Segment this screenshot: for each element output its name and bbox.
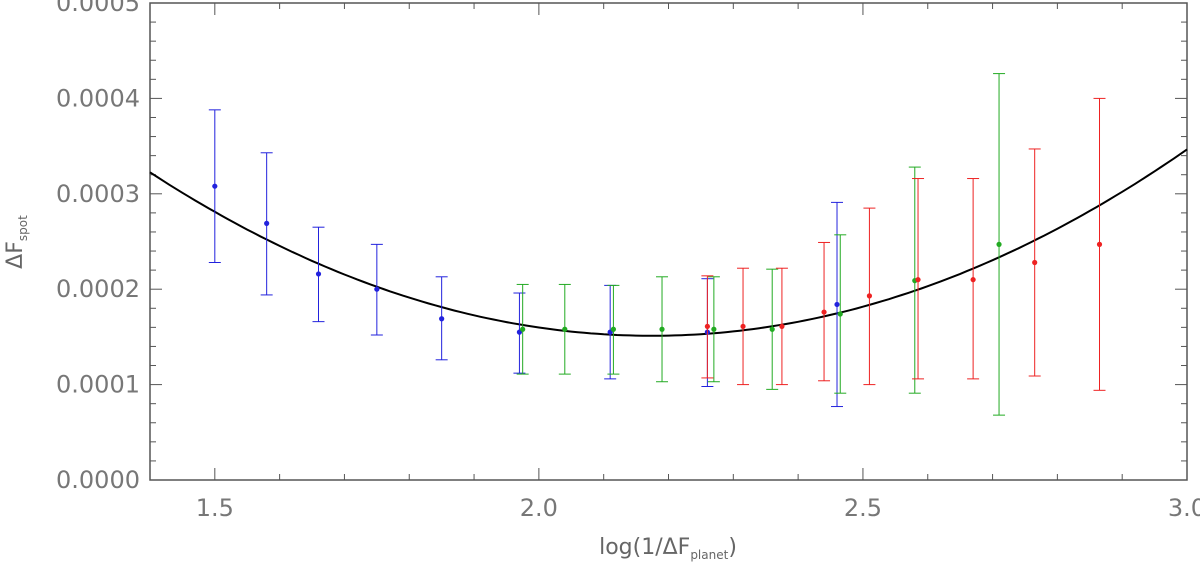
data-point — [711, 326, 717, 332]
data-point — [704, 323, 710, 330]
data-point — [769, 326, 775, 332]
data-point — [866, 293, 873, 299]
data-point — [1096, 241, 1103, 247]
y-axis-label-sub: spot — [16, 215, 30, 241]
y-axis-label: ΔFspot — [3, 215, 30, 269]
x-axis-label-suffix: ) — [728, 535, 737, 560]
fit-curve — [149, 148, 1188, 337]
y-tick-label: 0.0000 — [56, 466, 140, 494]
tick-labels: 0.0000 0.0001 0.0002 0.0003 0.0004 0.0005 1.5 2… — [56, 0, 1200, 522]
x-tick-label: 1.5 — [196, 494, 234, 522]
data-point — [837, 311, 843, 317]
data-point — [659, 326, 665, 332]
y-tick-label: 0.0001 — [56, 371, 140, 399]
data-point — [439, 316, 445, 322]
data-point — [520, 326, 526, 332]
y-tick-label: 0.0004 — [56, 84, 140, 112]
data-point — [1032, 259, 1038, 266]
x-axis-label-prefix: log(1/ΔF — [599, 535, 690, 560]
x-tick-label: 3.0 — [1168, 494, 1200, 522]
data-point — [374, 286, 380, 292]
data-point — [996, 241, 1002, 247]
data-point — [562, 326, 568, 332]
data-point — [610, 326, 617, 332]
data-point — [834, 301, 840, 308]
axis-ticks — [149, 2, 1188, 481]
data-point — [970, 277, 976, 283]
y-axis-label-main: ΔF — [3, 241, 28, 269]
y-tick-label: 0.0003 — [56, 180, 140, 208]
fit-curve-layer — [149, 148, 1188, 337]
data-point — [740, 323, 746, 330]
data-points-layer — [208, 73, 1106, 416]
y-tick-label: 0.0005 — [56, 0, 140, 17]
data-point — [264, 220, 270, 226]
x-tick-label: 2.0 — [520, 494, 558, 522]
x-axis-label-sub: planet — [690, 548, 728, 562]
x-axis-label: log(1/ΔFplanet) — [599, 535, 737, 562]
data-point — [915, 277, 921, 283]
data-point — [821, 309, 827, 315]
data-point — [315, 271, 322, 277]
data-point — [212, 183, 218, 189]
data-point — [779, 323, 785, 330]
y-tick-label: 0.0002 — [56, 275, 140, 303]
x-tick-label: 2.5 — [844, 494, 882, 522]
